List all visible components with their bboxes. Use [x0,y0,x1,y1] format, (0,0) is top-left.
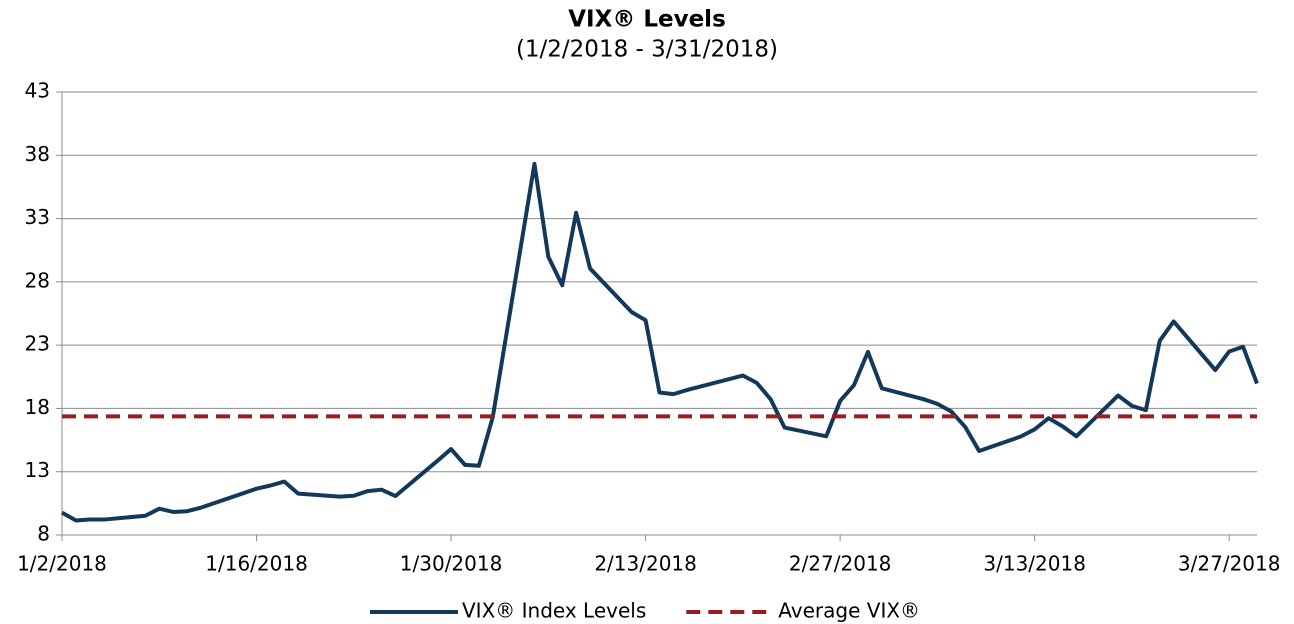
chart-subtitle: (1/2/2018 - 3/31/2018) [516,37,778,63]
chart-title: VIX® Levels [568,7,726,33]
y-tick-label: 33 [25,205,50,229]
y-tick-label: 8 [37,522,50,546]
y-tick-label: 38 [25,142,50,166]
x-tick-label: 1/2/2018 [17,552,107,576]
x-tick-label: 2/27/2018 [789,552,892,576]
y-tick-label: 23 [25,332,50,356]
x-tick-label: 2/13/2018 [594,552,697,576]
x-tick-label: 3/13/2018 [983,552,1086,576]
x-tick-label: 1/16/2018 [205,552,308,576]
x-tick-label: 1/30/2018 [400,552,503,576]
y-tick-label: 13 [25,458,50,482]
legend-label: VIX® Index Levels [462,599,646,623]
y-tick-label: 18 [25,395,50,419]
y-tick-label: 43 [25,79,50,103]
y-tick-label: 28 [25,268,50,292]
legend-label: Average VIX® [778,599,920,623]
series-line [61,161,1259,523]
x-tick-label: 3/27/2018 [1178,552,1281,576]
